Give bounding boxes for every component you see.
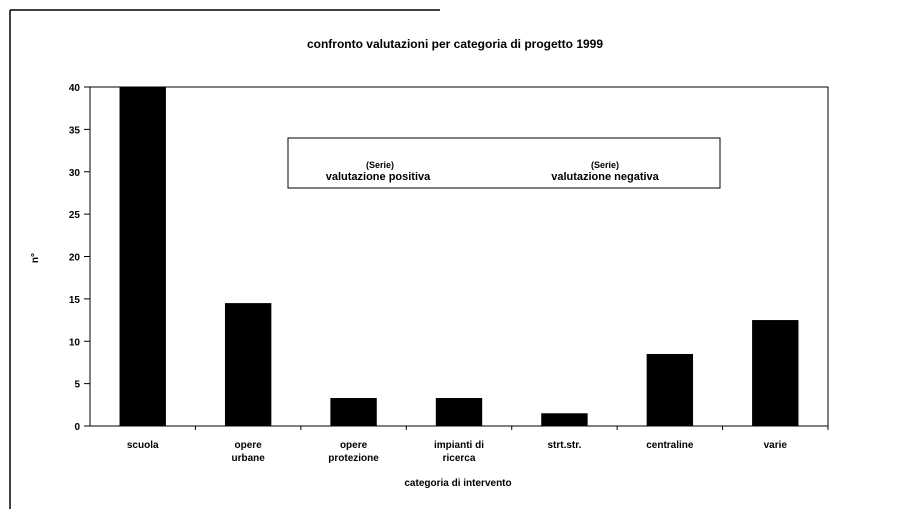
- legend-marker-positive: (Serie): [366, 160, 394, 170]
- bar: [646, 353, 694, 426]
- legend-box: [287, 137, 721, 189]
- bar: [541, 413, 588, 426]
- x-tick-label: centraline: [646, 440, 694, 451]
- legend-marker-negative: (Serie): [591, 160, 619, 170]
- bar: [435, 398, 483, 426]
- x-tick-label: scuola: [127, 440, 159, 451]
- y-tick-label: 10: [69, 337, 81, 348]
- bar: [330, 398, 377, 426]
- bar: [224, 303, 272, 426]
- bar: [752, 320, 799, 426]
- x-axis-label: categoria di intervento: [404, 478, 511, 489]
- y-tick-label: 0: [74, 422, 80, 433]
- y-tick-label: 25: [69, 210, 81, 221]
- x-tick-label: opere: [340, 440, 368, 451]
- chart-title: confronto valutazioni per categoria di p…: [307, 37, 603, 51]
- y-tick-label: 15: [69, 295, 81, 306]
- legend-label-negative: valutazione negativa: [551, 171, 659, 183]
- bar: [119, 87, 166, 426]
- y-tick-label: 40: [69, 83, 81, 94]
- x-tick-label: strt.str.: [547, 440, 581, 451]
- bars: [119, 87, 799, 426]
- legend-label-positive: valutazione positiva: [326, 171, 431, 183]
- y-tick-label: 5: [74, 380, 80, 391]
- x-tick-label: ricerca: [443, 453, 476, 464]
- legend: (Serie) valutazione positiva (Serie) val…: [287, 137, 721, 189]
- y-axis-label: n°: [30, 253, 41, 263]
- x-tick-label: opere: [235, 440, 263, 451]
- y-tick-label: 30: [69, 168, 81, 179]
- x-tick-label: protezione: [328, 453, 379, 464]
- y-tick-label: 35: [69, 125, 81, 136]
- x-tick-label: impianti di: [434, 440, 484, 451]
- x-tick-label: urbane: [231, 453, 265, 464]
- y-axis: 0 5 10 15 20 25 30 35 40: [69, 83, 90, 433]
- x-tick-label: varie: [764, 440, 788, 451]
- y-tick-label: 20: [69, 253, 81, 264]
- x-axis: scuola opere urbane opere protezione impianti…: [127, 426, 829, 464]
